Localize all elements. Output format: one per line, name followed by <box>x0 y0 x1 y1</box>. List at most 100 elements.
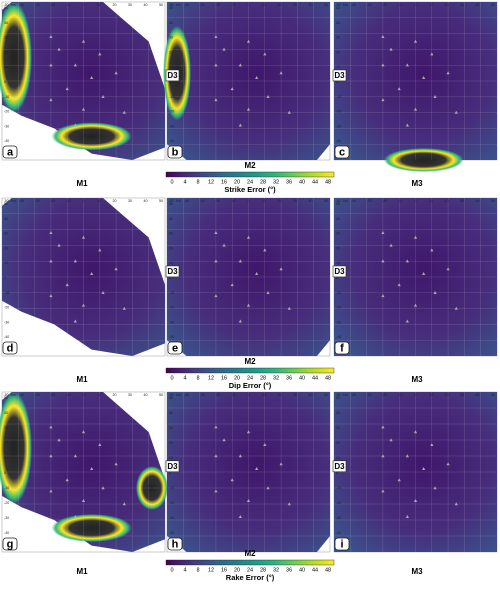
colorbar-tick-label: 0 <box>170 567 173 573</box>
station <box>263 248 267 252</box>
x-tick-label: -10 <box>65 199 70 203</box>
label-box <box>334 341 350 355</box>
axis-unit: km <box>343 393 348 397</box>
station <box>49 98 53 102</box>
error-field <box>167 2 330 160</box>
y-tick-label: -40 <box>4 531 9 535</box>
x-tick-label: -50 <box>335 393 340 397</box>
station <box>114 267 118 271</box>
station <box>246 235 251 239</box>
station <box>446 71 450 75</box>
x-tick-label: 30 <box>460 3 464 7</box>
model-label: M1 <box>76 179 88 188</box>
map-panel: -50 -40 -30 -20 -10 0 10 20 30 40 50km50403020100-… <box>1 197 166 357</box>
colorbar-tick-label: 16 <box>221 179 227 185</box>
station <box>413 430 418 434</box>
station <box>454 110 458 114</box>
y-tick-label: 40 <box>336 217 340 221</box>
station <box>381 425 385 429</box>
colorbar-tick-label: 48 <box>325 567 331 573</box>
x-tick-label: -10 <box>230 3 235 7</box>
x-tick-label: -30 <box>199 3 204 7</box>
station <box>122 306 126 310</box>
y-tick-label: -20 <box>169 110 174 114</box>
station <box>49 259 53 263</box>
model-label: M3 <box>411 179 423 188</box>
x-tick-label: -20 <box>382 199 387 203</box>
station <box>98 52 102 56</box>
colorbar-tick-label: 48 <box>325 179 331 185</box>
x-tick-label: -30 <box>34 393 39 397</box>
inset-label: D3 <box>334 462 345 471</box>
colorbar-tick-label: 8 <box>196 179 199 185</box>
axis-unit: km <box>11 393 16 397</box>
y-tick-label: -20 <box>336 110 341 114</box>
station <box>49 294 53 298</box>
error-field <box>334 2 497 160</box>
label-box <box>167 145 183 159</box>
error-field <box>334 198 497 356</box>
y-tick-label: -30 <box>169 124 174 128</box>
y-tick-label: 20 <box>169 441 173 445</box>
x-tick-label: 50 <box>324 393 328 397</box>
station <box>49 230 53 234</box>
y-tick-label: -40 <box>4 335 9 339</box>
station <box>255 467 259 470</box>
station <box>266 95 270 98</box>
station <box>101 291 105 294</box>
y-tick-label: 50 <box>169 6 173 10</box>
x-tick-label: -10 <box>397 3 402 7</box>
station <box>389 243 393 247</box>
x-tick-label: 30 <box>293 393 297 397</box>
y-tick-label: -20 <box>169 501 174 505</box>
station <box>73 319 77 323</box>
map-panel: -50 -40 -30 -20 -10 0 10 20 30 40 50km50403020100-… <box>0 391 168 553</box>
x-tick-label: 50 <box>159 199 163 203</box>
y-tick-label: -30 <box>4 516 9 520</box>
y-tick-label: 0 <box>169 80 171 84</box>
y-tick-label: 0 <box>336 276 338 280</box>
station <box>222 47 226 51</box>
y-tick-label: 10 <box>4 456 8 460</box>
x-tick-label: -30 <box>199 393 204 397</box>
station <box>287 110 291 114</box>
colorbar-tick-label: 8 <box>196 375 199 381</box>
y-tick-label: -30 <box>169 516 174 520</box>
y-tick-label: -10 <box>336 95 341 99</box>
colorbar-tick-label: 24 <box>247 567 253 573</box>
station <box>122 110 126 114</box>
station <box>214 489 218 493</box>
x-tick-label: 50 <box>491 393 495 397</box>
colorbar-tick-label: 40 <box>299 179 305 185</box>
x-tick-label: -20 <box>50 199 55 203</box>
y-tick-label: 50 <box>169 396 173 400</box>
station <box>246 303 251 307</box>
station <box>214 34 218 38</box>
error-field <box>2 198 165 356</box>
station <box>214 63 218 67</box>
model-label: M3 <box>411 567 423 576</box>
station <box>246 107 251 111</box>
station <box>90 272 94 276</box>
station <box>49 63 53 67</box>
y-tick-label: 50 <box>4 202 8 206</box>
y-tick-label: 0 <box>336 471 338 475</box>
x-tick-label: -50 <box>168 393 173 397</box>
y-tick-label: 20 <box>4 50 8 54</box>
y-tick-label: -30 <box>336 320 341 324</box>
error-field <box>2 392 165 552</box>
station <box>101 486 105 490</box>
station <box>263 52 267 56</box>
y-tick-label: -20 <box>4 501 9 505</box>
colorbar-tick-label: 4 <box>183 375 186 381</box>
high-error-zone <box>0 2 32 113</box>
label-box <box>2 145 18 159</box>
x-tick-label: 10 <box>429 3 433 7</box>
y-tick-label: 10 <box>4 65 8 69</box>
y-tick-label: 10 <box>169 456 173 460</box>
station <box>49 425 53 429</box>
model-label: M1 <box>76 567 88 576</box>
y-tick-label: -20 <box>4 110 9 114</box>
colorbar-title: Dip Error (°) <box>229 381 272 390</box>
colorbar-tick-label: 36 <box>286 567 292 573</box>
